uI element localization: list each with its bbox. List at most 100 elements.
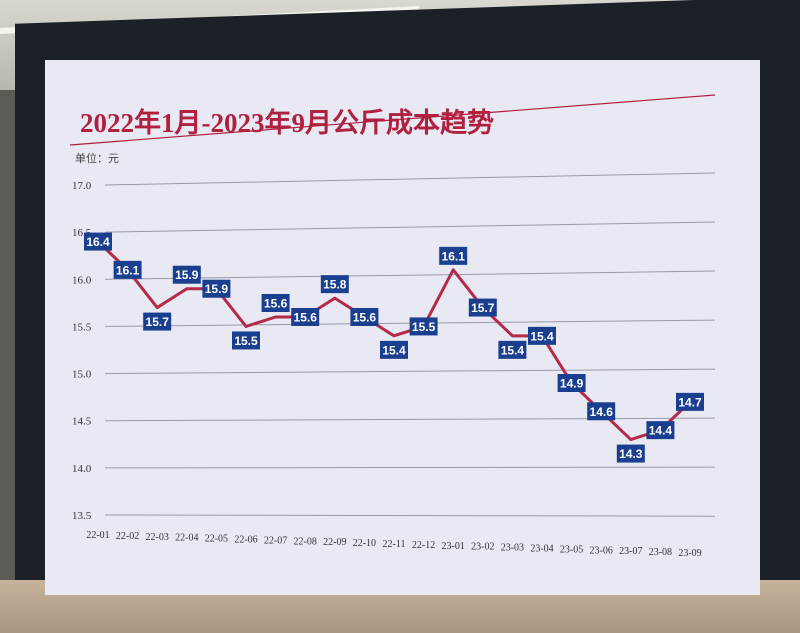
data-label: 16.1 bbox=[113, 260, 142, 279]
data-label-text: 15.7 bbox=[471, 301, 495, 315]
data-label-text: 15.4 bbox=[530, 329, 554, 343]
y-tick-label: 17.0 bbox=[72, 180, 92, 192]
data-label-text: 14.6 bbox=[590, 405, 614, 419]
data-label-box bbox=[646, 421, 675, 440]
data-label-box bbox=[409, 317, 438, 336]
data-label-box bbox=[468, 298, 497, 317]
x-tick-label: 23-01 bbox=[442, 541, 465, 552]
x-tick-label: 23-04 bbox=[530, 544, 553, 555]
data-label-box bbox=[498, 340, 527, 359]
y-tick-label: 16.0 bbox=[72, 274, 92, 286]
data-label: 15.7 bbox=[143, 312, 172, 331]
data-label-text: 15.6 bbox=[294, 311, 318, 325]
data-label-box bbox=[202, 279, 231, 298]
data-label: 15.4 bbox=[380, 340, 408, 359]
data-label: 15.6 bbox=[261, 294, 290, 312]
data-label: 15.4 bbox=[498, 340, 527, 359]
x-tick-label: 22-04 bbox=[175, 533, 198, 544]
x-tick-label: 22-06 bbox=[234, 535, 257, 546]
x-tick-label: 22-05 bbox=[205, 534, 228, 545]
data-label-box bbox=[172, 265, 201, 284]
x-tick-label: 22-07 bbox=[264, 535, 287, 546]
data-label-text: 15.7 bbox=[146, 315, 170, 329]
data-label: 14.7 bbox=[676, 392, 704, 411]
data-label-text: 15.9 bbox=[205, 282, 229, 296]
x-tick-label: 22-12 bbox=[412, 540, 435, 551]
gridline bbox=[104, 417, 716, 422]
data-label-text: 16.1 bbox=[442, 249, 466, 263]
gridline bbox=[104, 514, 716, 517]
data-label-box bbox=[84, 232, 112, 251]
data-label: 14.4 bbox=[646, 421, 675, 440]
x-tick-label: 22-03 bbox=[146, 532, 169, 543]
y-tick-label: 15.5 bbox=[72, 321, 92, 333]
data-label-text: 15.5 bbox=[234, 334, 258, 348]
data-label-text: 14.4 bbox=[649, 424, 673, 438]
data-label: 15.4 bbox=[528, 326, 556, 345]
x-tick-label: 23-02 bbox=[471, 542, 494, 553]
data-label-box bbox=[557, 374, 586, 392]
data-label-box bbox=[528, 326, 556, 345]
data-label: 16.1 bbox=[439, 246, 468, 265]
x-tick-label: 22-09 bbox=[323, 537, 346, 548]
x-tick-label: 22-11 bbox=[383, 539, 406, 550]
data-label: 15.7 bbox=[468, 298, 497, 317]
data-label-box bbox=[291, 308, 320, 326]
x-tick-label: 23-07 bbox=[619, 546, 642, 557]
data-label-box bbox=[232, 331, 260, 350]
x-tick-label: 23-09 bbox=[678, 548, 701, 559]
data-label: 15.8 bbox=[320, 275, 349, 294]
data-label-text: 16.1 bbox=[116, 263, 140, 277]
data-label-box bbox=[143, 312, 172, 331]
data-label: 15.6 bbox=[291, 308, 320, 326]
data-label-text: 15.9 bbox=[175, 268, 199, 282]
data-label: 15.5 bbox=[409, 317, 438, 336]
gridline bbox=[104, 270, 716, 280]
data-label-text: 14.9 bbox=[560, 377, 584, 391]
data-label-box bbox=[380, 340, 408, 359]
data-label: 15.5 bbox=[232, 331, 260, 350]
x-tick-label: 23-03 bbox=[501, 543, 524, 554]
data-label-box bbox=[350, 308, 379, 326]
unit-label: 单位：元 bbox=[75, 151, 119, 165]
data-label-text: 15.4 bbox=[501, 343, 525, 357]
data-label: 16.4 bbox=[84, 232, 112, 251]
data-label-text: 16.4 bbox=[86, 235, 110, 249]
data-label-box bbox=[439, 246, 468, 265]
data-label-text: 15.6 bbox=[353, 311, 377, 325]
gridline bbox=[104, 466, 716, 469]
title-underline bbox=[69, 94, 716, 146]
y-tick-label: 14.5 bbox=[72, 416, 92, 428]
data-label: 14.6 bbox=[587, 402, 616, 421]
x-tick-label: 22-10 bbox=[353, 538, 376, 549]
y-tick-label: 14.0 bbox=[72, 463, 92, 475]
chart-title: 2022年1月-2023年9月公斤成本趋势 bbox=[80, 107, 494, 138]
data-label: 15.9 bbox=[202, 279, 231, 298]
data-label-text: 14.7 bbox=[678, 395, 702, 409]
data-label: 14.3 bbox=[616, 444, 645, 463]
series-line bbox=[96, 240, 692, 442]
data-label-text: 15.5 bbox=[412, 320, 436, 334]
gridline bbox=[104, 172, 716, 186]
x-tick-label: 23-08 bbox=[649, 547, 672, 558]
data-label-box bbox=[587, 402, 616, 421]
x-tick-label: 22-01 bbox=[86, 530, 109, 541]
data-label-text: 14.3 bbox=[619, 447, 643, 461]
data-label: 14.9 bbox=[557, 374, 586, 392]
data-label-text: 15.6 bbox=[264, 297, 288, 311]
gridline bbox=[104, 368, 716, 375]
x-tick-label: 22-02 bbox=[116, 531, 139, 542]
data-label-text: 15.4 bbox=[382, 343, 406, 357]
y-tick-label: 13.5 bbox=[72, 510, 92, 522]
x-tick-label: 22-08 bbox=[294, 536, 317, 547]
gridline bbox=[104, 221, 716, 233]
y-tick-label: 15.0 bbox=[72, 369, 92, 381]
data-label-box bbox=[320, 275, 349, 294]
x-tick-label: 23-06 bbox=[590, 545, 613, 556]
data-label-text: 15.8 bbox=[323, 278, 347, 292]
x-tick-label: 23-05 bbox=[560, 544, 583, 555]
data-label: 15.9 bbox=[172, 265, 201, 284]
data-label-box bbox=[616, 444, 645, 463]
data-label-box bbox=[676, 392, 704, 411]
